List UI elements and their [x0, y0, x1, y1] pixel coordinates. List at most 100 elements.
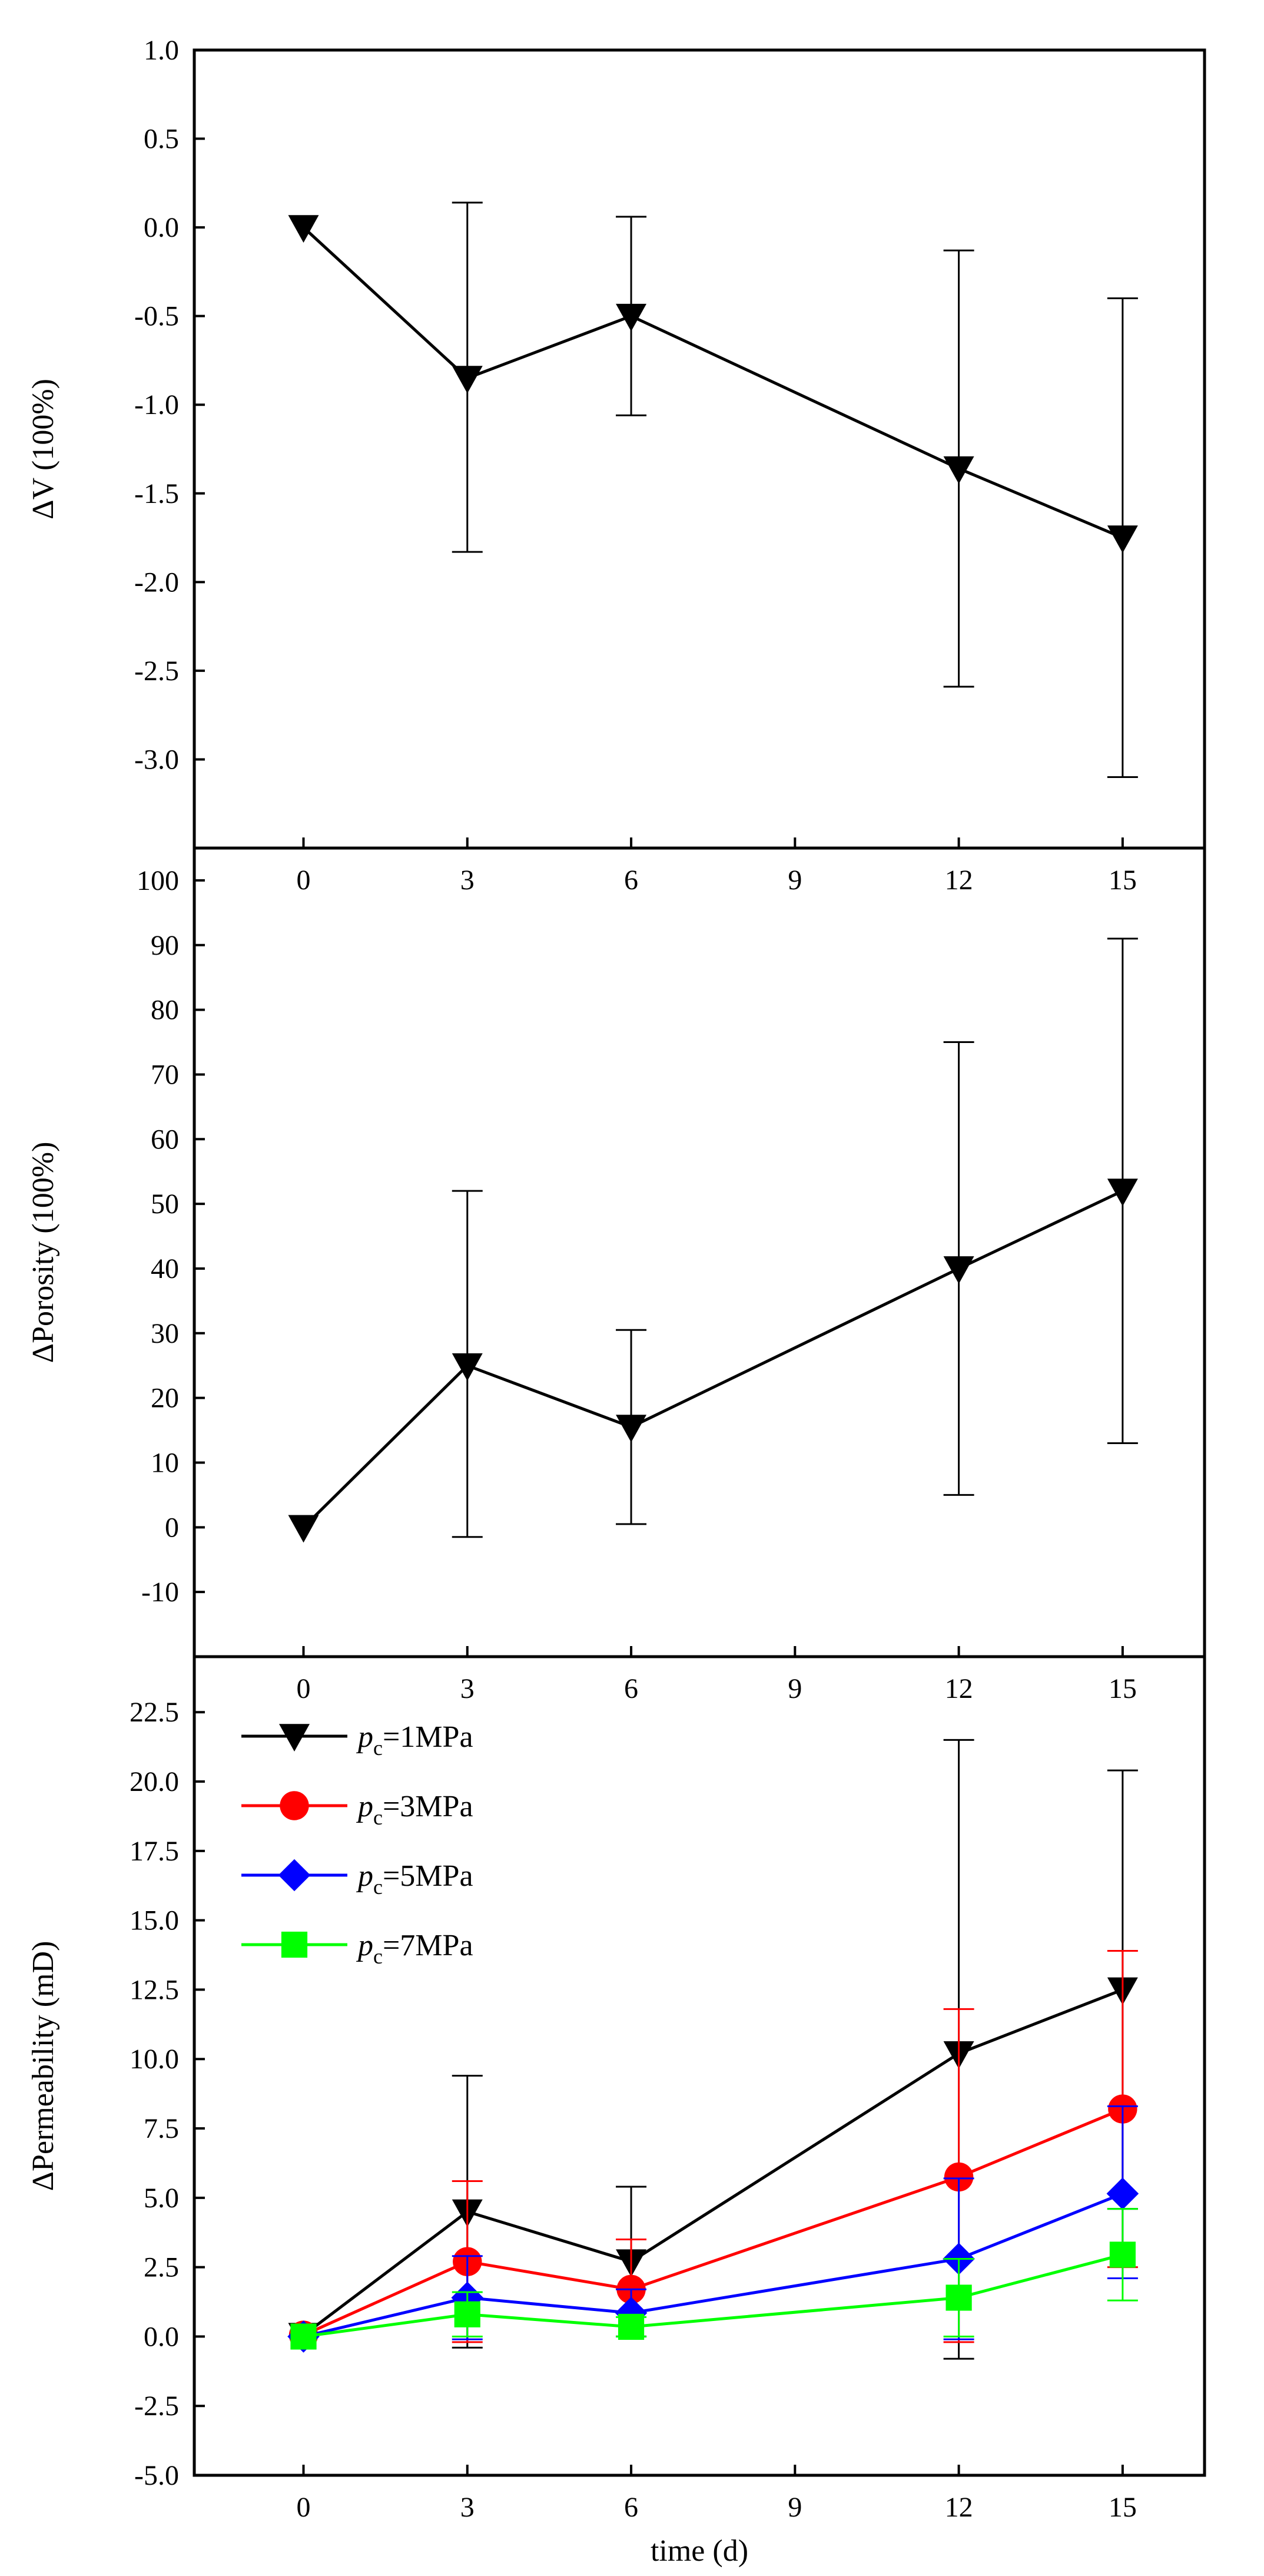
y-tick-label: 20.0	[130, 1766, 179, 1797]
y-tick-label: 0.5	[144, 124, 179, 155]
y-tick-label: 10.0	[130, 2044, 179, 2075]
panel-delta-volume: 0 3 6 9 12 15 -3.0 -2.5 -2.0 -1.5 -1.0 -0.5 0.0 0.5 1.…	[26, 35, 1206, 896]
y-tick-label: 0.0	[144, 2321, 179, 2352]
data-point	[945, 2284, 972, 2311]
x-tick-label: 6	[624, 1673, 638, 1704]
y-tick-label: -1.5	[134, 478, 179, 509]
y-tick-label: 20	[151, 1383, 179, 1414]
y-tick-label: 80	[151, 995, 179, 1026]
x-tick-label: 15	[1109, 1673, 1137, 1704]
axes-frame	[193, 1655, 1206, 2477]
y-tick-label: 7.5	[144, 2113, 179, 2144]
legend-marker	[281, 1931, 308, 1958]
legend-marker	[280, 1791, 309, 1820]
legend-marker	[278, 1859, 311, 1892]
y-axis-label: ΔV (100%)	[26, 379, 60, 519]
legend-label: pc=7MPa	[356, 1929, 473, 1968]
series-1mpa	[288, 1739, 1138, 2360]
y-tick-label: 30	[151, 1318, 179, 1349]
data-point	[288, 215, 319, 243]
y-tick-label: 10	[151, 1447, 179, 1478]
axes-frame	[193, 48, 1206, 850]
x-tick-label: 12	[945, 865, 973, 896]
data-point	[452, 366, 483, 394]
y-tick-label: -0.5	[134, 301, 179, 332]
y-tick-label: -2.5	[134, 2390, 179, 2422]
panel-delta-porosity: 0 3 6 9 12 15-100102030405060708090100ΔPorosi…	[26, 846, 1206, 1704]
x-tick-label: 3	[460, 2492, 475, 2523]
y-tick-label: 90	[151, 930, 179, 961]
x-tick-label: 9	[788, 865, 802, 896]
y-tick-label: -10	[141, 1577, 179, 1608]
series-line	[303, 1988, 1123, 2337]
legend-item: pc=5MPa	[241, 1859, 473, 1899]
data-point	[616, 1415, 647, 1443]
x-tick-label: 6	[624, 865, 638, 896]
x-tick-label: 0	[297, 865, 311, 896]
panel-delta-permeability: 0 3 6 9 12 15 -5.0 -2.5 0.0 2.5 5.0 7.5 10.0 12.5 15.0…	[26, 1655, 1206, 2568]
x-tick-label: 0	[297, 1673, 311, 1704]
y-tick-label: 0	[165, 1512, 179, 1543]
data-point	[944, 2162, 974, 2192]
y-tick-label: 12.5	[130, 1974, 179, 2005]
data-point	[1109, 2241, 1136, 2268]
y-tick-label: 22.5	[130, 1697, 179, 1728]
axes-frame	[193, 846, 1206, 1658]
x-tick-label: 9	[788, 1673, 802, 1704]
series-0	[288, 201, 1138, 779]
y-axis-label: ΔPorosity (100%)	[26, 1142, 60, 1363]
legend-item: pc=1MPa	[241, 1720, 473, 1760]
y-tick-label: 60	[151, 1124, 179, 1155]
series-line	[303, 2107, 1123, 2337]
x-axis-label: time (d)	[651, 2534, 748, 2568]
data-point	[1106, 2177, 1139, 2210]
y-tick-label: 70	[151, 1059, 179, 1090]
data-point	[1107, 525, 1138, 554]
data-point	[618, 2313, 645, 2340]
y-tick-label: -2.0	[134, 567, 179, 598]
legend-item: pc=7MPa	[241, 1929, 473, 1968]
data-point	[943, 456, 974, 484]
legend-item: pc=3MPa	[241, 1790, 473, 1829]
legend-marker	[279, 1724, 310, 1751]
series-line	[303, 2192, 1123, 2338]
series-line	[302, 1189, 1123, 1529]
x-tick-label: 3	[460, 865, 475, 896]
legend-label: pc=1MPa	[356, 1720, 473, 1760]
y-tick-label: 0.0	[144, 212, 179, 243]
legend-label: pc=3MPa	[356, 1790, 473, 1829]
x-tick-label: 3	[460, 1673, 475, 1704]
y-tick-label: 5.0	[144, 2183, 179, 2214]
x-tick-label: 15	[1109, 2492, 1137, 2523]
x-tick-label: 0	[297, 2492, 311, 2523]
y-tick-label: -5.0	[134, 2460, 179, 2491]
data-point	[943, 1256, 974, 1284]
data-point	[1107, 1178, 1138, 1207]
data-point	[290, 2323, 317, 2350]
y-tick-label: 15.0	[130, 1905, 179, 1936]
series-0	[288, 938, 1138, 1543]
series-line	[303, 2253, 1123, 2338]
data-point	[616, 303, 647, 332]
legend: pc=1MPa pc=3MPa pc=5MPa pc=7MPa	[241, 1720, 473, 1968]
y-tick-label: 40	[151, 1253, 179, 1284]
legend-label: pc=5MPa	[356, 1859, 473, 1899]
y-tick-label: -3.0	[134, 744, 179, 775]
data-point	[452, 1353, 483, 1381]
x-tick-label: 9	[788, 2492, 802, 2523]
x-tick-label: 12	[945, 2492, 973, 2523]
series-7mpa	[290, 2208, 1138, 2350]
x-tick-label: 12	[945, 1673, 973, 1704]
data-point	[288, 1515, 319, 1543]
y-tick-label: -1.0	[134, 389, 179, 420]
y-axis-label: ΔPermeability (mD)	[26, 1941, 60, 2191]
series-line	[302, 226, 1123, 539]
data-point	[454, 2301, 480, 2327]
y-tick-label: 2.5	[144, 2252, 179, 2283]
series-5mpa	[287, 2105, 1139, 2353]
series-3mpa	[288, 1949, 1138, 2350]
x-tick-label: 6	[624, 2492, 638, 2523]
y-tick-label: 50	[151, 1188, 179, 1220]
y-tick-label: -2.5	[134, 655, 179, 687]
